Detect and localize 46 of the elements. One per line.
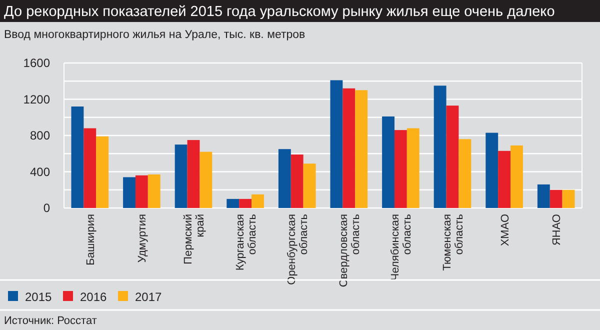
x-tick-label: Пермский край [182,214,206,264]
bar [394,130,407,208]
bar [303,164,316,208]
y-tick-label: 1200 [23,92,50,106]
bar [434,86,446,208]
legend-label: 2016 [80,290,108,304]
bar [174,144,188,208]
legend-label: 2017 [135,290,162,304]
x-tick-label: Башкирия [84,214,97,266]
bar [290,154,304,208]
y-tick-label: 800 [30,128,50,142]
legend-label: 2015 [25,290,52,304]
bar [498,150,511,208]
x-tick-label: ЯНАО [551,214,564,246]
bar [537,184,550,208]
bar [510,145,523,208]
bar [330,80,343,208]
bar [187,140,200,208]
x-tick-label: ХМАО [499,214,512,246]
bar [355,90,368,208]
bar [342,88,356,208]
bar [382,116,394,208]
bar [84,128,96,208]
bar [123,177,136,208]
bar [252,194,264,208]
y-tick-label: 1600 [23,56,50,70]
bar [96,136,109,208]
chart-title: До рекордных показателей 2015 года уральскому рынку жилья еще очень далеко [4,4,555,20]
bar [406,128,420,208]
chart-subtitle: Ввод многоквартирного жилья на Урале, тыс. кв. метров [4,29,306,41]
bar [458,139,472,208]
bar [71,106,84,208]
bar [446,106,459,208]
text: Источник: Росстат [4,315,97,327]
bar [148,174,160,208]
x-tick-label: Удмуртия [136,214,149,263]
bar [550,190,562,208]
bar [239,198,252,208]
bar [486,132,498,208]
bar [226,198,240,208]
y-tick-label: 400 [30,164,50,179]
bar [200,152,212,208]
bar [562,190,575,208]
y-tick-label: 0 [43,201,50,215]
bar [278,149,291,208]
bar [135,175,148,208]
